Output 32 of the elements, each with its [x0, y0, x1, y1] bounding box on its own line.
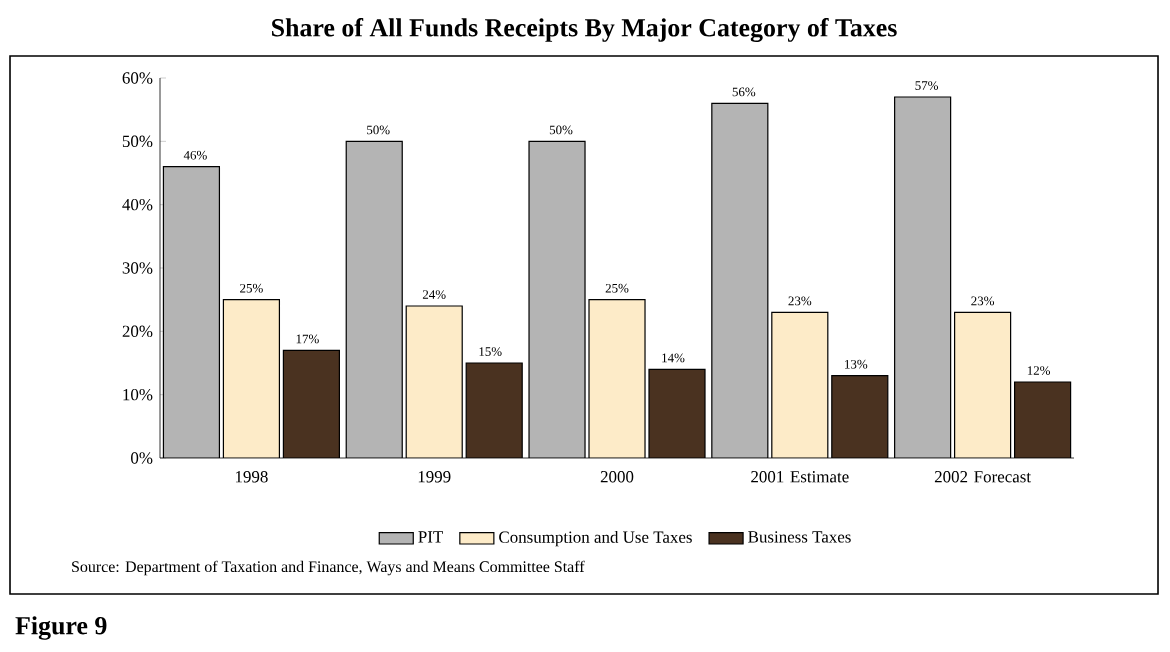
bar [163, 166, 220, 458]
bar [954, 311, 1012, 458]
y-tick-label: 20% [122, 325, 153, 338]
bar [466, 363, 523, 458]
bar [529, 141, 586, 458]
x-tick-label: 1998 [235, 471, 268, 483]
y-tick-label: 0% [131, 452, 153, 464]
bar [711, 103, 768, 458]
x-tick-label: 2000 [600, 471, 634, 483]
bar [894, 96, 952, 458]
bar [589, 299, 646, 458]
x-tick-label: 2002 Forecast [934, 471, 1031, 483]
legend-label: Business Taxes [748, 531, 851, 543]
x-tick-label: 1999 [418, 471, 451, 483]
y-tick-label: 50% [122, 135, 153, 148]
y-tick-label: 40% [122, 198, 153, 211]
bar [771, 312, 828, 458]
bar [831, 375, 888, 458]
y-tick-label: 30% [122, 262, 153, 274]
bar [1014, 381, 1072, 458]
x-tick-label: 2001 Estimate [751, 471, 849, 483]
bar [649, 369, 705, 458]
y-tick-label: 60% [122, 72, 153, 84]
caption: Figure 9 [15, 616, 107, 640]
bar [223, 299, 280, 458]
bar [283, 350, 340, 458]
legend-label: Consumption and Use Taxes [499, 530, 692, 547]
chart-title: Share of All Funds Receipts By Major Category of Taxes [272, 18, 897, 42]
bar [406, 306, 463, 458]
y-tick-label: 10% [123, 388, 153, 401]
legend-label: PIT [418, 531, 443, 543]
bar [346, 141, 403, 458]
